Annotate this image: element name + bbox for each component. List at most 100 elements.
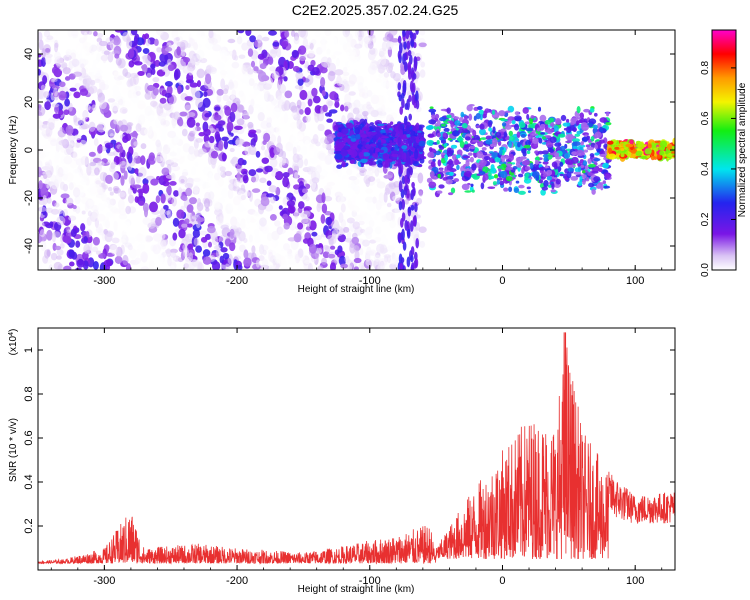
spectrogram-cell (403, 41, 407, 50)
spectrogram-cell (406, 124, 410, 134)
spectrogram-cell (409, 80, 414, 93)
spectrogram-cell (531, 137, 539, 144)
spectrogram-cell (483, 110, 488, 117)
spectrogram-cell (324, 30, 332, 37)
spectrogram-cell (93, 68, 103, 77)
spectrogram-cell (105, 264, 111, 270)
spectrogram-cell (258, 97, 264, 106)
spectrogram-cell (167, 64, 175, 72)
spectrogram-cell (165, 248, 172, 258)
spectrogram-cell (102, 218, 110, 227)
spectrogram-cell (266, 116, 272, 125)
spectrogram-cell (253, 85, 260, 96)
spectrogram-cell (161, 213, 167, 221)
spectrogram-cell (338, 127, 342, 132)
spectrogram-cell (501, 122, 507, 127)
spectrogram-cell (594, 152, 600, 156)
spectrogram-cell (404, 199, 409, 205)
spectrogram-cell (599, 117, 608, 123)
spectrogram-cell (379, 149, 385, 153)
spectrogram-cell (38, 119, 43, 130)
spectrogram-cell (80, 155, 90, 166)
spectrogram-cell (370, 213, 376, 218)
spectrogram-cell (164, 92, 172, 98)
spectrogram-cell (154, 156, 163, 163)
spectrogram-cell (605, 122, 612, 126)
spectrogram-cell (635, 150, 643, 157)
spectrogram-cell (508, 130, 513, 137)
spectrogram-cell (353, 257, 362, 264)
spectrogram-cell (366, 89, 373, 97)
spectrogram-cell (604, 173, 611, 180)
spectrogram-cell (398, 180, 403, 193)
spectrogram-cell (324, 211, 332, 216)
spectrogram-cell (188, 66, 194, 76)
spectrogram-cell (329, 91, 338, 101)
spectrogram-cell (498, 171, 507, 175)
spectrogram-cell (339, 36, 348, 46)
spectrogram-cell (63, 54, 72, 61)
spectrogram-cell (239, 244, 246, 253)
spectrogram-cell (351, 194, 357, 206)
spectrogram-cell (541, 186, 548, 191)
spectrogram-cell (317, 265, 324, 270)
spectrogram-cell (191, 259, 200, 267)
spectrogram-cell (104, 142, 114, 149)
spectrogram-cell (659, 140, 668, 148)
spectrogram-cell (454, 120, 461, 126)
spectrogram-cell (282, 176, 290, 188)
spectrogram-cell (476, 150, 484, 159)
spectrogram-cell (50, 139, 58, 147)
spectrogram-cell (581, 123, 589, 131)
spectrogram-cell (307, 166, 315, 172)
spectrogram-cell (321, 36, 326, 45)
spectrogram-cell (369, 143, 377, 147)
spectrogram-x-tick-label: -300 (93, 275, 115, 287)
spectrogram-cell (169, 181, 177, 186)
spectrogram-cell (112, 185, 120, 192)
spectrogram-cell (380, 136, 389, 139)
spectrogram-cell (204, 191, 211, 201)
spectrogram-cell (379, 244, 388, 255)
spectrogram-cell (105, 212, 113, 218)
spectrogram-cell (240, 85, 250, 91)
spectrogram-cell (620, 153, 625, 158)
spectrogram-cell (71, 251, 78, 260)
spectrogram-cell (372, 138, 377, 144)
spectrogram-cell (321, 257, 328, 266)
spectrogram-cell (602, 162, 609, 169)
spectrogram-cell (130, 30, 138, 36)
spectrogram-cell (353, 99, 361, 109)
spectrogram-cell (531, 133, 539, 136)
spectrogram-cell (482, 151, 488, 156)
spectrogram-cell (218, 197, 226, 204)
spectrogram-cell (517, 141, 521, 148)
spectrogram-cell (56, 215, 66, 226)
spectrogram-cell (419, 69, 426, 78)
spectrogram-cell (560, 114, 567, 122)
spectrogram-cell (241, 123, 247, 129)
spectrogram-cell (390, 150, 399, 155)
spectrogram-cell (306, 217, 312, 228)
spectrogram-cell (235, 73, 244, 80)
spectrogram-cell (189, 82, 199, 88)
spectrogram-cell (299, 109, 304, 115)
spectrogram-cell (173, 145, 178, 153)
spectrogram-cell (447, 192, 454, 196)
spectrogram-cell (331, 54, 337, 60)
spectrogram-cell (136, 188, 146, 194)
spectrogram-cell (526, 186, 531, 190)
spectrogram-cell (500, 155, 505, 159)
spectrogram-cell (393, 72, 401, 82)
spectrogram-cell (211, 157, 216, 169)
spectrogram-cell (518, 122, 526, 128)
spectrogram-cell (521, 148, 527, 154)
spectrogram-cell (73, 115, 78, 123)
spectrogram-cell (408, 95, 412, 102)
spectrogram-cell (576, 106, 581, 114)
spectrogram-cell (288, 258, 297, 266)
spectrogram-cell (237, 104, 245, 113)
spectrogram-cell (302, 37, 309, 49)
spectrogram-cell (325, 217, 333, 226)
spectrogram-cell (442, 132, 447, 138)
